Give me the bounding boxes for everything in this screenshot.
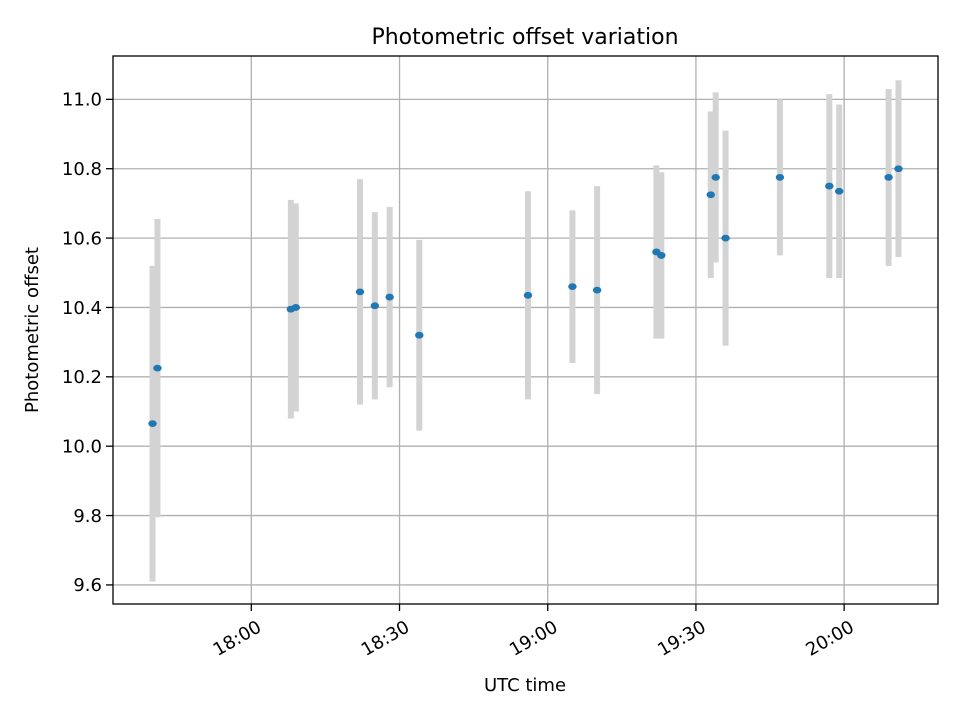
data-point xyxy=(568,283,577,291)
data-point xyxy=(775,173,785,181)
data-point xyxy=(592,286,602,294)
data-point xyxy=(711,173,720,181)
data-point xyxy=(153,364,162,372)
y-tick-label: 11.0 xyxy=(62,90,102,111)
y-axis-label: Photometric offset xyxy=(22,247,43,413)
data-point xyxy=(291,304,300,311)
y-tick-label: 10.0 xyxy=(62,436,102,457)
data-point xyxy=(825,182,834,190)
data-point xyxy=(415,331,424,339)
data-point xyxy=(148,420,157,428)
data-point xyxy=(884,173,893,181)
data-point xyxy=(894,165,903,173)
y-tick-label: 9.8 xyxy=(73,506,102,527)
data-point xyxy=(385,293,394,301)
data-point xyxy=(706,191,715,199)
plot-frame xyxy=(112,55,939,605)
y-tick-label: 9.6 xyxy=(73,575,102,596)
y-tick-label: 10.4 xyxy=(62,298,102,319)
data-point xyxy=(721,234,730,242)
data-point xyxy=(370,302,380,310)
y-tick-label: 10.8 xyxy=(62,159,102,180)
y-tick-label: 10.2 xyxy=(62,367,102,388)
x-axis-label: UTC time xyxy=(484,675,566,696)
data-point xyxy=(657,252,666,259)
y-tick-label: 10.6 xyxy=(62,228,102,249)
data-point xyxy=(523,291,533,299)
data-point xyxy=(834,187,844,195)
chart-title: Photometric offset variation xyxy=(371,25,678,50)
data-points xyxy=(148,165,903,428)
data-point xyxy=(355,288,365,296)
y-ticks: 9.6 9.8 10.0 10.2 10.4 10.6 10.8 11.0 xyxy=(62,90,113,596)
